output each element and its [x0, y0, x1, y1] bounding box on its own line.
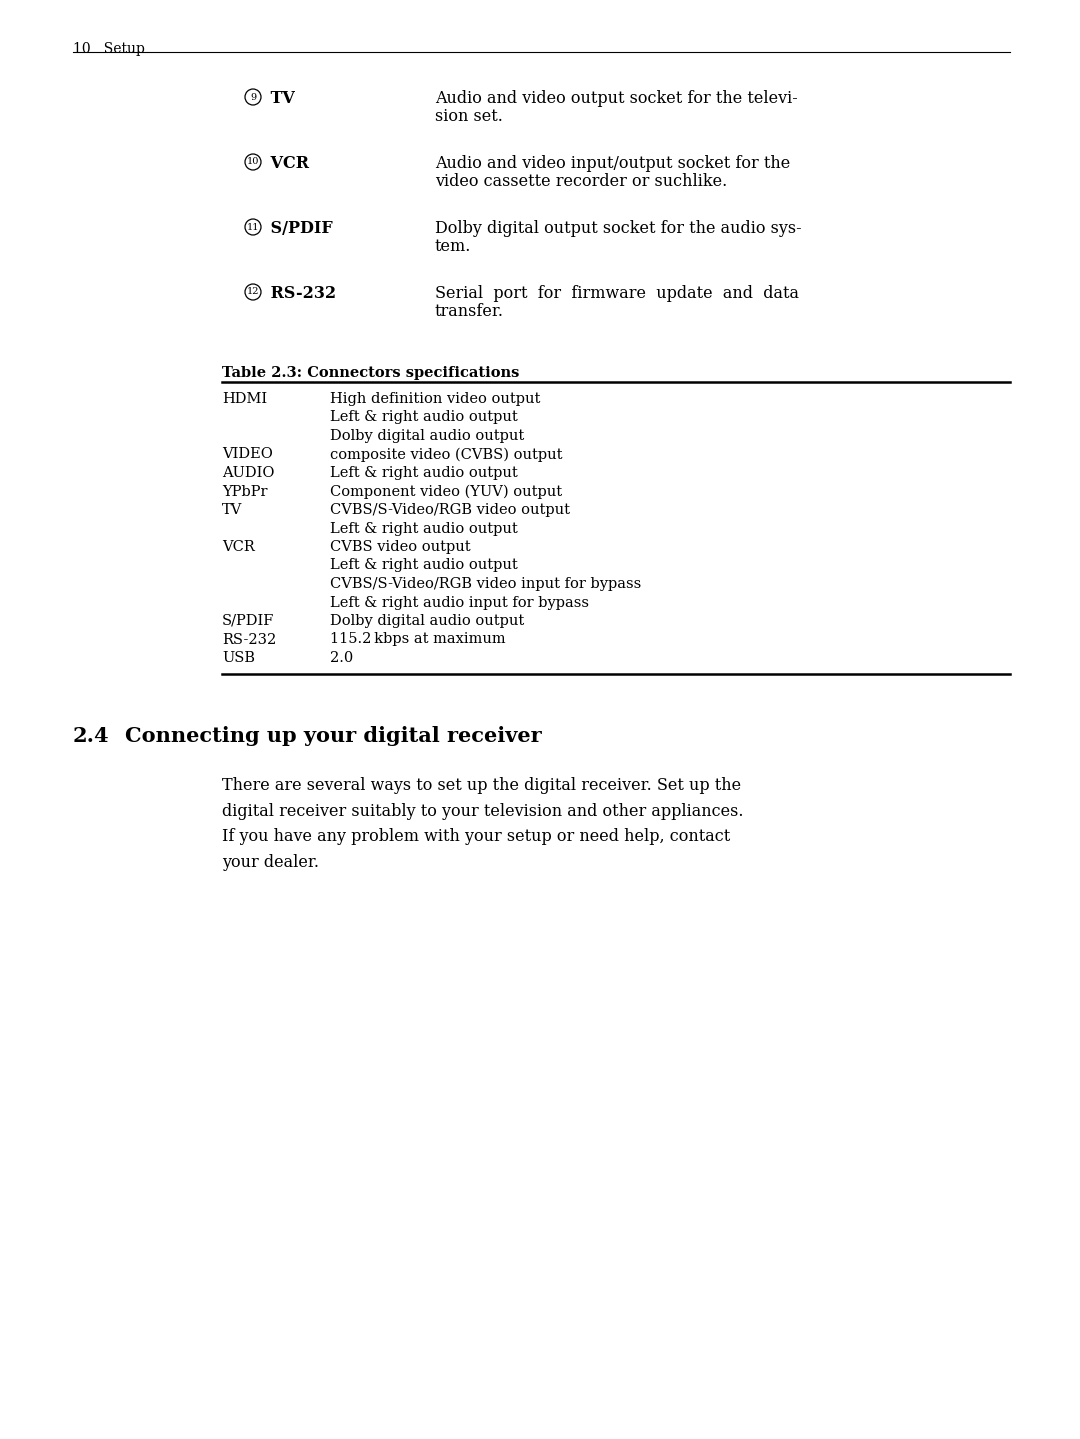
- Text: VCR: VCR: [265, 155, 309, 173]
- Text: RS-232: RS-232: [265, 285, 336, 302]
- Text: S/PDIF: S/PDIF: [222, 614, 274, 627]
- Text: Component video (YUV) output: Component video (YUV) output: [330, 485, 562, 499]
- Text: Left & right audio output: Left & right audio output: [330, 558, 517, 573]
- Text: CVBS/S-Video/RGB video input for bypass: CVBS/S-Video/RGB video input for bypass: [330, 577, 642, 591]
- Text: Audio and video output socket for the televi-: Audio and video output socket for the te…: [435, 91, 798, 106]
- Text: TV: TV: [222, 504, 242, 517]
- Text: TV: TV: [265, 91, 295, 106]
- Text: HDMI: HDMI: [222, 391, 267, 406]
- Text: Serial  port  for  firmware  update  and  data: Serial port for firmware update and data: [435, 285, 799, 302]
- Text: 9: 9: [249, 92, 256, 102]
- Text: Table 2.3: Connectors specifications: Table 2.3: Connectors specifications: [222, 366, 519, 380]
- Text: RS-232: RS-232: [222, 633, 276, 646]
- Text: 2.4: 2.4: [73, 725, 110, 745]
- Text: Connecting up your digital receiver: Connecting up your digital receiver: [125, 725, 542, 745]
- Text: 115.2 kbps at maximum: 115.2 kbps at maximum: [330, 633, 505, 646]
- Text: tem.: tem.: [435, 237, 471, 255]
- Text: CVBS video output: CVBS video output: [330, 540, 471, 554]
- Text: Left & right audio output: Left & right audio output: [330, 466, 517, 481]
- Text: sion set.: sion set.: [435, 108, 503, 125]
- Text: CVBS/S-Video/RGB video output: CVBS/S-Video/RGB video output: [330, 504, 570, 517]
- Text: video cassette recorder or suchlike.: video cassette recorder or suchlike.: [435, 173, 727, 190]
- Text: composite video (CVBS) output: composite video (CVBS) output: [330, 448, 563, 462]
- Text: YPbPr: YPbPr: [222, 485, 268, 498]
- Text: 10: 10: [247, 157, 259, 167]
- Text: There are several ways to set up the digital receiver. Set up the
digital receiv: There are several ways to set up the dig…: [222, 777, 743, 871]
- Text: 11: 11: [246, 223, 259, 232]
- Text: Dolby digital output socket for the audio sys-: Dolby digital output socket for the audi…: [435, 220, 801, 237]
- Text: transfer.: transfer.: [435, 304, 504, 319]
- Text: High definition video output: High definition video output: [330, 391, 540, 406]
- Text: VIDEO: VIDEO: [222, 448, 273, 462]
- Text: 2.0: 2.0: [330, 650, 353, 665]
- Text: Left & right audio output: Left & right audio output: [330, 410, 517, 425]
- Text: Left & right audio output: Left & right audio output: [330, 521, 517, 535]
- Text: 10   Setup: 10 Setup: [73, 42, 145, 56]
- Text: VCR: VCR: [222, 540, 255, 554]
- Text: Dolby digital audio output: Dolby digital audio output: [330, 614, 524, 627]
- Text: Audio and video input/output socket for the: Audio and video input/output socket for …: [435, 155, 791, 173]
- Text: Left & right audio input for bypass: Left & right audio input for bypass: [330, 596, 589, 610]
- Text: S/PDIF: S/PDIF: [265, 220, 333, 237]
- Text: USB: USB: [222, 650, 255, 665]
- Text: 12: 12: [246, 288, 259, 296]
- Text: Dolby digital audio output: Dolby digital audio output: [330, 429, 524, 443]
- Text: AUDIO: AUDIO: [222, 466, 274, 481]
